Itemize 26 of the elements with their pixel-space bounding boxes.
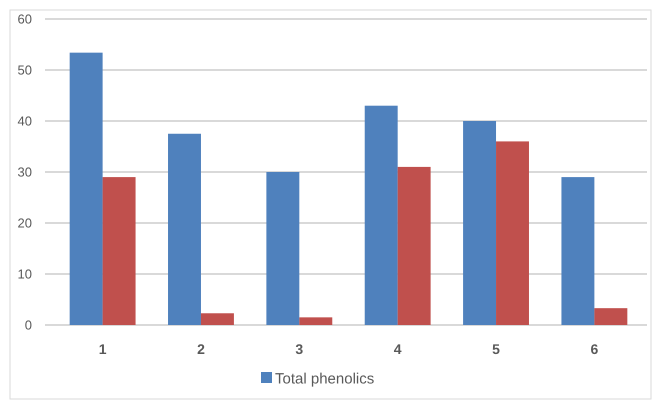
bar <box>496 141 529 325</box>
y-tick-label: 10 <box>18 266 32 282</box>
bar <box>463 121 496 325</box>
x-tick-label: 6 <box>590 341 598 357</box>
bar <box>200 313 234 325</box>
x-tick-label: 3 <box>295 341 304 357</box>
bar <box>102 177 136 325</box>
legend-label: Total phenolics <box>275 370 374 388</box>
bar <box>266 172 300 325</box>
bar <box>561 177 594 325</box>
y-tick-label: 0 <box>24 318 32 333</box>
bar <box>168 134 201 325</box>
y-tick-label: 40 <box>18 114 32 129</box>
x-tick-label: 5 <box>492 341 500 357</box>
bar <box>594 308 628 325</box>
bar <box>299 317 332 325</box>
bar <box>70 52 103 325</box>
bar <box>364 106 398 325</box>
y-tick-label: 60 <box>18 12 32 27</box>
y-tick-label: 20 <box>18 216 32 231</box>
bar <box>398 166 431 325</box>
y-tick-label: 50 <box>18 62 32 78</box>
x-tick-label: 1 <box>98 341 107 357</box>
x-tick-label: 4 <box>394 341 402 357</box>
y-tick-label: 30 <box>18 164 32 180</box>
x-tick-label: 2 <box>197 341 206 357</box>
